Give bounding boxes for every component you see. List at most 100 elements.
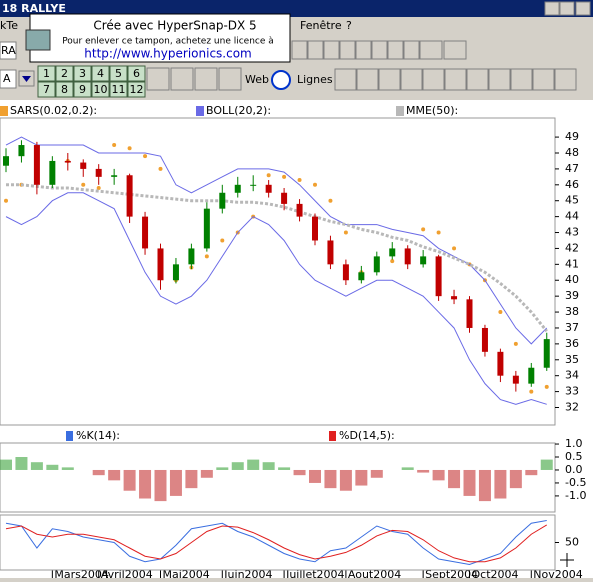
tool-button[interactable] bbox=[307, 40, 324, 60]
tool-button[interactable] bbox=[356, 68, 379, 91]
number-button[interactable] bbox=[73, 65, 92, 82]
candle-body bbox=[466, 299, 473, 328]
candle-body bbox=[126, 175, 133, 217]
y-tick-label: 42 bbox=[565, 241, 579, 254]
tool-button[interactable] bbox=[422, 68, 445, 91]
candle-body bbox=[188, 248, 195, 265]
number-button[interactable] bbox=[127, 81, 146, 98]
y-tick-label: -0.5 bbox=[565, 476, 586, 489]
legend-swatch bbox=[66, 431, 73, 441]
number-button[interactable] bbox=[109, 81, 128, 98]
y-tick-label: 0.0 bbox=[565, 463, 583, 476]
number-button[interactable] bbox=[127, 65, 146, 82]
tool-button[interactable] bbox=[488, 68, 511, 91]
number-label: 1 bbox=[43, 67, 50, 80]
number-button[interactable] bbox=[91, 65, 110, 82]
tool-button[interactable] bbox=[419, 40, 443, 60]
panel bbox=[0, 442, 556, 513]
number-button[interactable] bbox=[55, 81, 74, 98]
tool-button[interactable] bbox=[218, 67, 242, 91]
number-button[interactable] bbox=[91, 81, 110, 98]
histogram-bar bbox=[169, 469, 182, 496]
sar-dot bbox=[343, 230, 348, 235]
sar-dot bbox=[158, 166, 163, 171]
number-button[interactable] bbox=[37, 81, 56, 98]
y-tick-label: 47 bbox=[565, 162, 579, 175]
tool-button[interactable] bbox=[378, 68, 401, 91]
menu-item[interactable]: Fenêtre bbox=[300, 19, 342, 32]
histogram-bar bbox=[370, 469, 383, 478]
web-label[interactable]: Web bbox=[245, 73, 269, 86]
candle-body bbox=[3, 156, 9, 166]
legend-swatch bbox=[196, 106, 204, 116]
candle-body bbox=[111, 175, 118, 177]
histogram-bar bbox=[525, 469, 538, 476]
sar-dot bbox=[328, 198, 333, 203]
histogram-bar bbox=[324, 469, 337, 489]
close-button[interactable] bbox=[575, 1, 591, 16]
candle-body bbox=[373, 256, 380, 273]
web-icon[interactable] bbox=[271, 70, 291, 90]
combo-box[interactable] bbox=[0, 41, 17, 60]
stamp-link[interactable]: http://www.hyperionics.com bbox=[84, 47, 251, 61]
candle-body bbox=[172, 264, 179, 281]
tool-button[interactable] bbox=[554, 68, 577, 91]
number-button[interactable] bbox=[37, 65, 56, 82]
sar-dot bbox=[452, 246, 457, 251]
tool-button[interactable] bbox=[146, 67, 170, 91]
legend-label: BOLL(20,2): bbox=[206, 104, 271, 117]
y-tick-label: 45 bbox=[565, 194, 579, 207]
tool-button[interactable] bbox=[532, 68, 555, 91]
y-tick-label: 39 bbox=[565, 289, 579, 302]
tool-button[interactable] bbox=[387, 40, 404, 60]
histogram-bar bbox=[231, 462, 244, 470]
number-label: 6 bbox=[133, 67, 140, 80]
sar-dot bbox=[4, 198, 8, 203]
menu-item[interactable]: ? bbox=[346, 19, 352, 32]
number-buttons: 1 2 3 4 5 67 8 9 10 11 12 bbox=[37, 65, 577, 98]
window-title: 18 RALLYE bbox=[2, 2, 66, 15]
tool-button[interactable] bbox=[291, 40, 308, 60]
tool-button[interactable] bbox=[194, 67, 218, 91]
tool-button[interactable] bbox=[403, 40, 420, 60]
tool-button[interactable] bbox=[510, 68, 533, 91]
histogram-bar bbox=[0, 459, 12, 470]
y-tick-label: 32 bbox=[565, 401, 579, 414]
menu-item[interactable]: kTe bbox=[0, 19, 18, 32]
histogram-bar bbox=[339, 469, 352, 491]
number-button[interactable] bbox=[73, 81, 92, 98]
font-box[interactable] bbox=[0, 69, 17, 89]
histogram-bar bbox=[293, 469, 306, 476]
tool-button[interactable] bbox=[444, 68, 467, 91]
candle-body bbox=[389, 248, 396, 257]
histogram-bar bbox=[247, 459, 260, 470]
tool-button[interactable] bbox=[334, 68, 357, 91]
tool-button[interactable] bbox=[323, 40, 340, 60]
sar-dot bbox=[313, 182, 317, 187]
histogram-bar bbox=[278, 467, 291, 470]
sar-dot bbox=[266, 173, 271, 178]
candle-body bbox=[95, 168, 102, 177]
tool-button[interactable] bbox=[400, 68, 423, 91]
histogram-bar bbox=[154, 469, 167, 502]
candle-body bbox=[219, 192, 226, 209]
number-label: 4 bbox=[97, 67, 104, 80]
tool-button[interactable] bbox=[339, 40, 356, 60]
candle-body bbox=[80, 162, 87, 169]
candle-body bbox=[481, 327, 488, 352]
candle-body bbox=[528, 367, 535, 384]
tool-button[interactable] bbox=[170, 67, 194, 91]
number-button[interactable] bbox=[109, 65, 128, 82]
tool-button[interactable] bbox=[443, 40, 467, 60]
sar-dot bbox=[529, 389, 534, 394]
number-button[interactable] bbox=[55, 65, 74, 82]
tool-button[interactable] bbox=[355, 40, 372, 60]
maximize-button[interactable] bbox=[559, 1, 575, 16]
lines-label[interactable]: Lignes bbox=[297, 73, 333, 86]
number-label: 12 bbox=[130, 83, 144, 96]
tool-button[interactable] bbox=[466, 68, 489, 91]
sar-dot bbox=[498, 310, 503, 315]
minimize-button[interactable] bbox=[544, 1, 560, 16]
candle-body bbox=[435, 256, 442, 297]
tool-button[interactable] bbox=[371, 40, 388, 60]
